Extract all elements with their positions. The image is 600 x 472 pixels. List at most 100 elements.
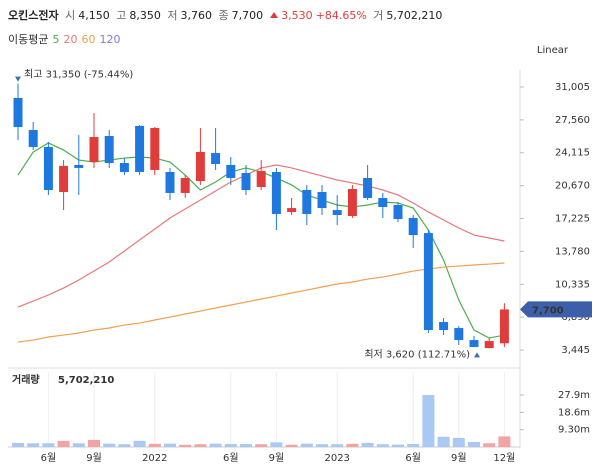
candle-body (499, 309, 509, 344)
high-marker (15, 76, 21, 82)
candle-body (484, 341, 494, 349)
candle-body (439, 322, 449, 331)
candle-body (43, 146, 53, 191)
volume-bar (316, 444, 328, 447)
volume-bar (483, 443, 496, 447)
volume-bar (361, 442, 374, 447)
y-tick-label: 6,890 (561, 312, 590, 323)
legend-entry: 60 (81, 33, 96, 46)
y-tick-label: 10,335 (555, 279, 590, 290)
volume-bar (57, 440, 70, 447)
low-note: 최저 3,620 (112.71%) (364, 348, 470, 360)
candle-body (363, 177, 373, 199)
change: 3,530 (281, 9, 313, 22)
candle-body (332, 210, 342, 216)
candle-body (302, 190, 312, 214)
volume-bar (468, 441, 480, 447)
candle-body (271, 171, 281, 214)
candle-body (195, 151, 205, 182)
legend-entry: 20 (63, 33, 78, 46)
label: 거 (373, 9, 384, 22)
candle-body (28, 129, 38, 147)
candle-body (317, 192, 327, 209)
candle-body (378, 198, 388, 208)
ma-legend: 이동평균 5 20 60 120 (8, 31, 124, 47)
volume-bar (224, 444, 237, 447)
label: 종 (218, 9, 229, 22)
price-tag (520, 301, 592, 318)
candle-body (119, 163, 129, 172)
value: 7,700 (231, 9, 264, 22)
volume-bar (72, 443, 85, 447)
value: 3,760 (180, 9, 212, 22)
candle-body (104, 135, 114, 164)
volume-bar (164, 443, 176, 447)
volume-title: 거래량 (12, 373, 40, 386)
candle-body (423, 233, 433, 331)
candle-body (287, 208, 297, 213)
volume-bar (209, 443, 222, 447)
x-tick-label: 6월 (405, 452, 421, 464)
label: 고 (116, 9, 127, 22)
x-tick-label: 12월 (493, 452, 515, 464)
value: 8,350 (129, 9, 161, 22)
y-tick-label: 20,670 (555, 181, 590, 192)
volume-bar (179, 444, 192, 447)
y-tick-label: 3,445 (561, 345, 590, 356)
y-tick-label: 17,225 (555, 214, 590, 225)
volume-bar (118, 444, 131, 447)
volume-bar (285, 444, 298, 447)
candle-body (454, 328, 464, 341)
volume-bar (42, 443, 55, 447)
volume-bar (12, 442, 24, 447)
volume-tick-label: 18.6m (558, 407, 590, 418)
x-tick-label: 9월 (269, 452, 285, 464)
volume-bar (240, 444, 252, 447)
candle-body (347, 189, 357, 216)
legend-entry: 5 (52, 33, 60, 46)
x-tick-label: 2023 (324, 453, 349, 464)
volume-bar (498, 436, 511, 447)
y-tick-label: 13,780 (555, 246, 590, 257)
change-pct: +84.65% (315, 9, 367, 22)
x-tick-label: 6월 (41, 452, 57, 464)
candle-body (59, 165, 69, 193)
x-tick-label: 6월 (223, 452, 239, 464)
volume-tick-label: 27.9m (558, 390, 590, 401)
candle-body (211, 152, 221, 165)
volume-bar (346, 443, 359, 447)
candle-body (135, 125, 145, 172)
volume-bar (194, 444, 207, 447)
volume-bar (148, 443, 161, 447)
volume-bar (407, 444, 420, 447)
price-tag-label: 7,700 (532, 305, 564, 316)
candle-body (13, 98, 23, 128)
volume-bar (376, 444, 389, 447)
volume-bar (255, 444, 268, 447)
candle-body (408, 217, 418, 236)
quote-header: 오킨스전자 시 4,150 고 8,350 저 3,760 종 7,700 3,530 +… (8, 7, 445, 23)
volume-bar (300, 443, 313, 447)
x-tick-label: 9월 (451, 452, 467, 464)
x-tick-label: 9월 (86, 452, 102, 464)
ma-label: 이동평균 (8, 33, 49, 46)
label: 저 (167, 9, 178, 22)
candle-body (74, 165, 84, 168)
candle-body (393, 204, 403, 220)
volume-tick-label: 9.30m (558, 425, 590, 436)
volume-bar (88, 439, 100, 447)
volume-bar (437, 436, 450, 447)
candle-body (165, 171, 175, 193)
y-tick-label: 24,115 (555, 148, 590, 159)
volume-bar (392, 444, 404, 447)
y-tick-label: 27,560 (555, 115, 590, 126)
volume-bar (422, 395, 435, 447)
stock-name: 오킨스전자 (8, 9, 59, 22)
label: 시 (65, 9, 76, 22)
value: 5,702,210 (386, 9, 443, 22)
volume-value: 5,702,210 (58, 375, 114, 386)
volume-bar (452, 437, 465, 447)
up-arrow (269, 12, 278, 18)
